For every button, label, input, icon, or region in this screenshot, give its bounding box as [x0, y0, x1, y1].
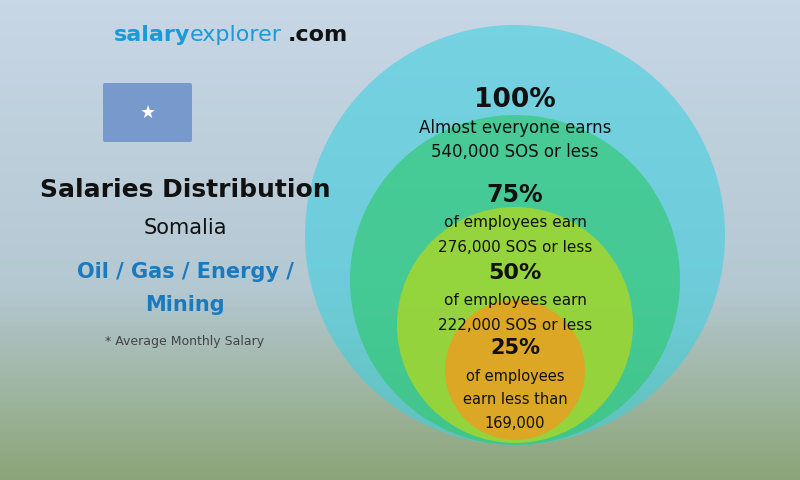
Text: 75%: 75% — [486, 183, 543, 207]
Text: 100%: 100% — [474, 87, 556, 113]
Text: ★: ★ — [139, 104, 155, 121]
Text: 222,000 SOS or less: 222,000 SOS or less — [438, 317, 592, 333]
Text: Almost everyone earns: Almost everyone earns — [419, 119, 611, 137]
Circle shape — [445, 300, 585, 440]
Circle shape — [350, 115, 680, 445]
Text: of employees: of employees — [466, 369, 564, 384]
Text: 25%: 25% — [490, 338, 540, 358]
Text: explorer: explorer — [190, 25, 282, 45]
Text: 169,000: 169,000 — [485, 417, 546, 432]
FancyBboxPatch shape — [103, 83, 192, 142]
Circle shape — [397, 207, 633, 443]
Circle shape — [305, 25, 725, 445]
Text: Oil / Gas / Energy /: Oil / Gas / Energy / — [77, 262, 294, 282]
Text: 540,000 SOS or less: 540,000 SOS or less — [431, 143, 598, 161]
Text: Somalia: Somalia — [143, 218, 226, 238]
Text: salary: salary — [114, 25, 190, 45]
Text: 276,000 SOS or less: 276,000 SOS or less — [438, 240, 592, 254]
Text: 50%: 50% — [488, 263, 542, 283]
Text: .com: .com — [288, 25, 348, 45]
Text: * Average Monthly Salary: * Average Monthly Salary — [106, 336, 265, 348]
Text: Mining: Mining — [145, 295, 225, 315]
Text: of employees earn: of employees earn — [443, 216, 586, 230]
Text: of employees earn: of employees earn — [443, 293, 586, 309]
Text: Salaries Distribution: Salaries Distribution — [40, 178, 330, 202]
Text: earn less than: earn less than — [462, 393, 567, 408]
